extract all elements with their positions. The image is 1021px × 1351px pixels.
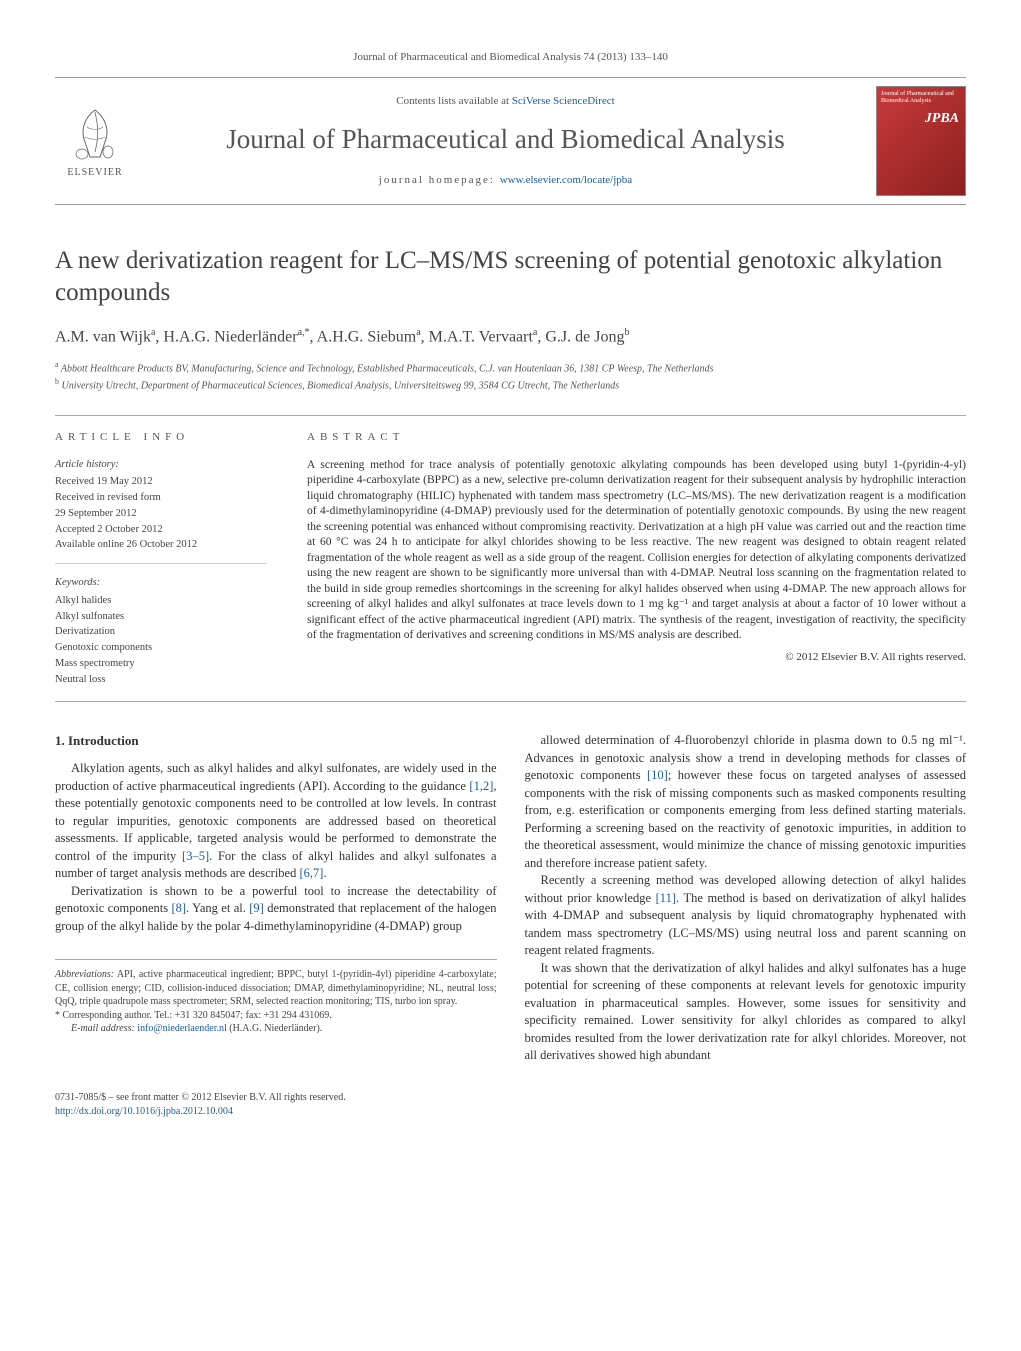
header-center: Contents lists available at SciVerse Sci…	[135, 94, 876, 189]
affiliation-a: a Abbott Healthcare Products BV, Manufac…	[55, 359, 966, 376]
revised-date-line: 29 September 2012	[55, 506, 267, 522]
info-abstract-row: article info Article history: Received 1…	[55, 415, 966, 702]
keyword-5: Neutral loss	[55, 672, 267, 688]
history-label: Article history:	[55, 458, 267, 473]
accepted-line: Accepted 2 October 2012	[55, 522, 267, 538]
authors-line: A.M. van Wijka, H.A.G. Niederländera,*, …	[55, 326, 966, 349]
journal-homepage-link[interactable]: www.elsevier.com/locate/jpba	[500, 174, 632, 186]
ref-link[interactable]: [6,7]	[299, 866, 323, 880]
keyword-3: Genotoxic components	[55, 640, 267, 656]
abstract-text: A screening method for trace analysis of…	[307, 458, 966, 644]
ref-link[interactable]: [11]	[656, 891, 676, 905]
keywords-label: Keywords:	[55, 576, 267, 591]
keywords-block: Keywords: Alkyl halides Alkyl sulfonates…	[55, 576, 267, 687]
front-matter-line: 0731-7085/$ – see front matter © 2012 El…	[55, 1091, 966, 1105]
abbrev-text: API, active pharmaceutical ingredient; B…	[55, 969, 497, 1007]
affiliations: a Abbott Healthcare Products BV, Manufac…	[55, 359, 966, 394]
affiliation-b: b University Utrecht, Department of Phar…	[55, 376, 966, 393]
homepage-prefix: journal homepage:	[379, 174, 500, 186]
article-title: A new derivatization reagent for LC–MS/M…	[55, 245, 966, 308]
body-p4: Recently a screening method was develope…	[525, 872, 967, 960]
header-band: ELSEVIER Contents lists available at Sci…	[55, 77, 966, 205]
abbreviations-footnote: Abbreviations: API, active pharmaceutica…	[55, 968, 497, 1009]
keyword-0: Alkyl halides	[55, 593, 267, 609]
bottom-meta: 0731-7085/$ – see front matter © 2012 El…	[55, 1091, 966, 1119]
journal-name: Journal of Pharmaceutical and Biomedical…	[145, 121, 866, 159]
keyword-2: Derivatization	[55, 624, 267, 640]
footnotes-block: Abbreviations: API, active pharmaceutica…	[55, 959, 497, 1036]
section-1-heading: 1. Introduction	[55, 732, 497, 750]
corresponding-email-link[interactable]: info@niederlaender.nl	[137, 1023, 226, 1034]
body-p1: Alkylation agents, such as alkyl halides…	[55, 760, 497, 883]
ref-link[interactable]: [9]	[249, 901, 264, 915]
cover-journal-label: Journal of Pharmaceutical and Biomedical…	[881, 91, 961, 104]
revised-line: Received in revised form	[55, 490, 267, 506]
elsevier-logo-text: ELSEVIER	[67, 166, 122, 180]
journal-cover-thumbnail: Journal of Pharmaceutical and Biomedical…	[876, 86, 966, 196]
doi-link[interactable]: http://dx.doi.org/10.1016/j.jpba.2012.10…	[55, 1106, 233, 1117]
body-columns: 1. Introduction Alkylation agents, such …	[55, 732, 966, 1065]
elsevier-tree-icon	[65, 102, 125, 164]
corr-text: Corresponding author. Tel.: +31 320 8450…	[63, 1010, 332, 1021]
keyword-4: Mass spectrometry	[55, 656, 267, 672]
abstract-column: abstract A screening method for trace an…	[285, 416, 966, 701]
body-p5: It was shown that the derivatization of …	[525, 960, 967, 1065]
abstract-copyright: © 2012 Elsevier B.V. All rights reserved…	[307, 650, 966, 665]
abstract-heading: abstract	[307, 430, 966, 445]
corr-marker: *	[55, 1010, 63, 1021]
online-line: Available online 26 October 2012	[55, 537, 267, 553]
email-footnote: E-mail address: info@niederlaender.nl (H…	[55, 1022, 497, 1036]
keyword-1: Alkyl sulfonates	[55, 609, 267, 625]
email-label: E-mail address:	[71, 1023, 137, 1034]
elsevier-logo: ELSEVIER	[55, 97, 135, 185]
ref-link[interactable]: [1,2]	[469, 779, 493, 793]
ref-link[interactable]: [10]	[647, 768, 668, 782]
contents-available-line: Contents lists available at SciVerse Sci…	[145, 94, 866, 109]
corresponding-author-footnote: * Corresponding author. Tel.: +31 320 84…	[55, 1009, 497, 1023]
ref-link[interactable]: [3–5]	[182, 849, 209, 863]
journal-homepage-line: journal homepage: www.elsevier.com/locat…	[145, 173, 866, 188]
body-p2: Derivatization is shown to be a powerful…	[55, 883, 497, 936]
sciencedirect-link[interactable]: SciVerse ScienceDirect	[512, 95, 615, 107]
article-info-heading: article info	[55, 430, 267, 445]
body-p3: allowed determination of 4-fluorobenzyl …	[525, 732, 967, 872]
ref-link[interactable]: [8]	[171, 901, 186, 915]
contents-prefix: Contents lists available at	[396, 95, 511, 107]
received-line: Received 19 May 2012	[55, 474, 267, 490]
abbrev-label: Abbreviations:	[55, 969, 114, 980]
article-history-block: Article history: Received 19 May 2012 Re…	[55, 458, 267, 564]
header-citation: Journal of Pharmaceutical and Biomedical…	[55, 50, 966, 65]
article-info-column: article info Article history: Received 1…	[55, 416, 285, 701]
email-suffix: (H.A.G. Niederländer).	[227, 1023, 323, 1034]
cover-acronym: JPBA	[925, 109, 959, 129]
